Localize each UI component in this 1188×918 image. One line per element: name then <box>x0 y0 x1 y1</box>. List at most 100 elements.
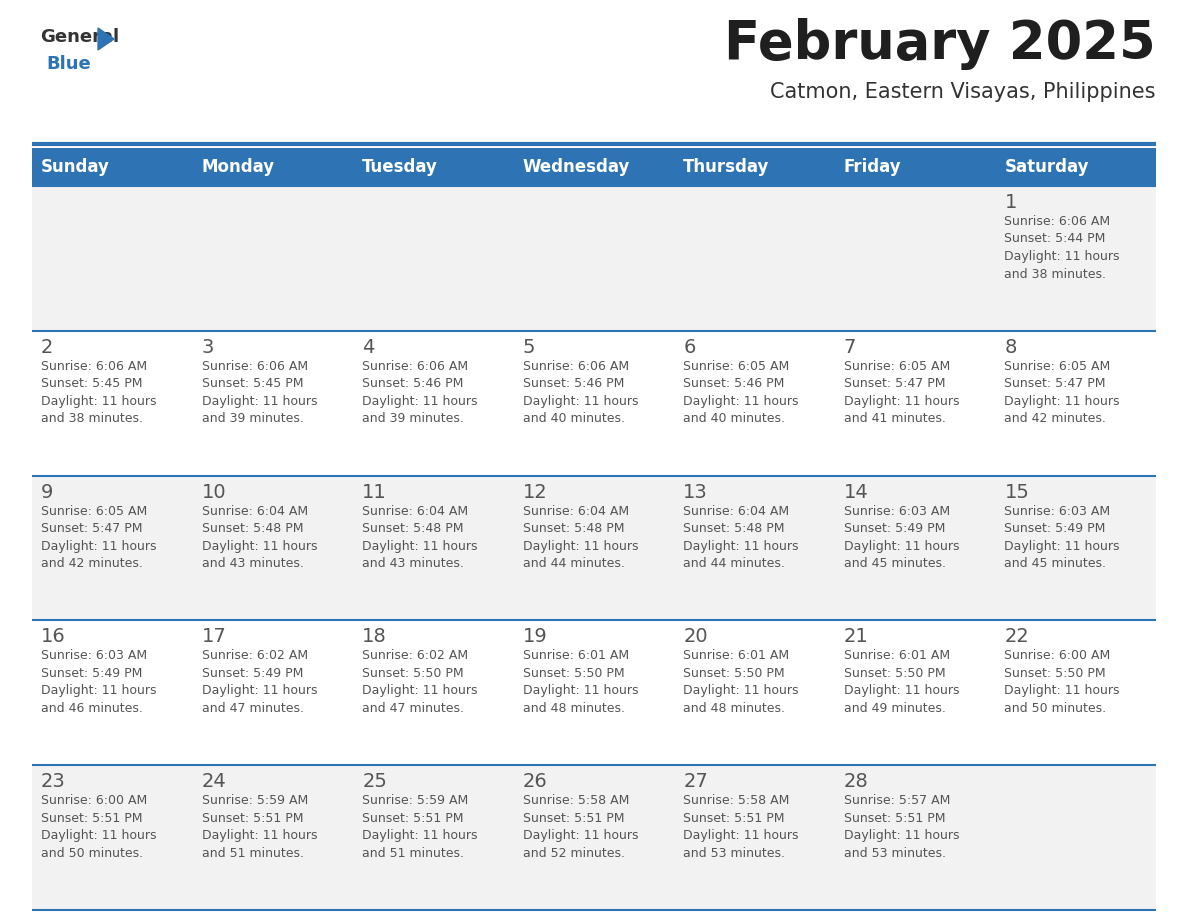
Text: and 48 minutes.: and 48 minutes. <box>523 702 625 715</box>
Text: Sunrise: 5:59 AM: Sunrise: 5:59 AM <box>202 794 308 807</box>
Text: and 53 minutes.: and 53 minutes. <box>843 846 946 859</box>
Text: Sunset: 5:49 PM: Sunset: 5:49 PM <box>202 666 303 680</box>
Text: Sunset: 5:44 PM: Sunset: 5:44 PM <box>1004 232 1106 245</box>
Text: Sunset: 5:47 PM: Sunset: 5:47 PM <box>843 377 946 390</box>
Text: Sunset: 5:45 PM: Sunset: 5:45 PM <box>42 377 143 390</box>
Text: Daylight: 11 hours: Daylight: 11 hours <box>202 685 317 698</box>
Text: Sunset: 5:50 PM: Sunset: 5:50 PM <box>362 666 463 680</box>
Text: 23: 23 <box>42 772 65 791</box>
Text: and 38 minutes.: and 38 minutes. <box>1004 267 1106 281</box>
Text: and 45 minutes.: and 45 minutes. <box>1004 557 1106 570</box>
Text: Sunrise: 6:06 AM: Sunrise: 6:06 AM <box>362 360 468 373</box>
Text: and 45 minutes.: and 45 minutes. <box>843 557 946 570</box>
Text: Sunrise: 6:06 AM: Sunrise: 6:06 AM <box>1004 215 1111 228</box>
Bar <box>32 186 1156 330</box>
Text: 19: 19 <box>523 627 548 646</box>
Text: and 49 minutes.: and 49 minutes. <box>843 702 946 715</box>
Text: Sunset: 5:50 PM: Sunset: 5:50 PM <box>523 666 625 680</box>
Text: Sunset: 5:51 PM: Sunset: 5:51 PM <box>683 812 785 824</box>
Text: Sunset: 5:48 PM: Sunset: 5:48 PM <box>362 522 463 535</box>
Text: 20: 20 <box>683 627 708 646</box>
Text: and 40 minutes.: and 40 minutes. <box>523 412 625 425</box>
Text: 26: 26 <box>523 772 548 791</box>
Text: Daylight: 11 hours: Daylight: 11 hours <box>42 540 157 553</box>
Text: Sunrise: 6:01 AM: Sunrise: 6:01 AM <box>843 649 950 663</box>
Text: Sunset: 5:51 PM: Sunset: 5:51 PM <box>362 812 463 824</box>
Text: 9: 9 <box>42 483 53 501</box>
Text: Sunset: 5:45 PM: Sunset: 5:45 PM <box>202 377 303 390</box>
Text: 25: 25 <box>362 772 387 791</box>
Text: Sunset: 5:50 PM: Sunset: 5:50 PM <box>1004 666 1106 680</box>
Text: Daylight: 11 hours: Daylight: 11 hours <box>42 395 157 408</box>
Text: 21: 21 <box>843 627 868 646</box>
Text: and 42 minutes.: and 42 minutes. <box>42 557 143 570</box>
Text: Sunrise: 6:04 AM: Sunrise: 6:04 AM <box>202 505 308 518</box>
Text: Daylight: 11 hours: Daylight: 11 hours <box>1004 395 1120 408</box>
Text: 22: 22 <box>1004 627 1029 646</box>
Text: Sunrise: 5:59 AM: Sunrise: 5:59 AM <box>362 794 468 807</box>
Text: Sunrise: 6:06 AM: Sunrise: 6:06 AM <box>202 360 308 373</box>
Text: and 53 minutes.: and 53 minutes. <box>683 846 785 859</box>
Text: and 43 minutes.: and 43 minutes. <box>362 557 465 570</box>
Text: Sunset: 5:49 PM: Sunset: 5:49 PM <box>843 522 946 535</box>
Text: 12: 12 <box>523 483 548 501</box>
Text: Daylight: 11 hours: Daylight: 11 hours <box>843 685 960 698</box>
Text: 27: 27 <box>683 772 708 791</box>
Text: Sunrise: 6:06 AM: Sunrise: 6:06 AM <box>42 360 147 373</box>
Text: Wednesday: Wednesday <box>523 158 630 176</box>
Text: and 42 minutes.: and 42 minutes. <box>1004 412 1106 425</box>
Text: Daylight: 11 hours: Daylight: 11 hours <box>362 540 478 553</box>
Text: 18: 18 <box>362 627 387 646</box>
Text: Catmon, Eastern Visayas, Philippines: Catmon, Eastern Visayas, Philippines <box>771 82 1156 102</box>
Text: 11: 11 <box>362 483 387 501</box>
Text: and 47 minutes.: and 47 minutes. <box>362 702 465 715</box>
Text: Sunday: Sunday <box>42 158 109 176</box>
Text: and 47 minutes.: and 47 minutes. <box>202 702 304 715</box>
Text: Sunset: 5:51 PM: Sunset: 5:51 PM <box>843 812 946 824</box>
Text: Sunrise: 6:01 AM: Sunrise: 6:01 AM <box>683 649 789 663</box>
Text: Daylight: 11 hours: Daylight: 11 hours <box>843 829 960 842</box>
Text: Sunset: 5:51 PM: Sunset: 5:51 PM <box>523 812 624 824</box>
Text: 24: 24 <box>202 772 227 791</box>
Text: Sunrise: 5:58 AM: Sunrise: 5:58 AM <box>523 794 630 807</box>
Text: and 40 minutes.: and 40 minutes. <box>683 412 785 425</box>
Text: Sunset: 5:51 PM: Sunset: 5:51 PM <box>202 812 303 824</box>
Text: Sunrise: 6:03 AM: Sunrise: 6:03 AM <box>1004 505 1111 518</box>
Bar <box>32 766 1156 910</box>
Text: and 52 minutes.: and 52 minutes. <box>523 846 625 859</box>
Text: Sunrise: 6:05 AM: Sunrise: 6:05 AM <box>42 505 147 518</box>
Text: Daylight: 11 hours: Daylight: 11 hours <box>362 829 478 842</box>
Text: Sunset: 5:50 PM: Sunset: 5:50 PM <box>843 666 946 680</box>
Text: Monday: Monday <box>202 158 274 176</box>
Text: and 51 minutes.: and 51 minutes. <box>362 846 465 859</box>
Text: Daylight: 11 hours: Daylight: 11 hours <box>42 685 157 698</box>
Text: Sunset: 5:48 PM: Sunset: 5:48 PM <box>202 522 303 535</box>
Text: Daylight: 11 hours: Daylight: 11 hours <box>683 395 798 408</box>
Text: Sunrise: 6:04 AM: Sunrise: 6:04 AM <box>523 505 628 518</box>
Text: Sunrise: 6:03 AM: Sunrise: 6:03 AM <box>42 649 147 663</box>
Text: Daylight: 11 hours: Daylight: 11 hours <box>1004 250 1120 263</box>
Text: 28: 28 <box>843 772 868 791</box>
Text: Saturday: Saturday <box>1004 158 1089 176</box>
Text: Sunset: 5:47 PM: Sunset: 5:47 PM <box>1004 377 1106 390</box>
Text: Daylight: 11 hours: Daylight: 11 hours <box>683 829 798 842</box>
Text: Daylight: 11 hours: Daylight: 11 hours <box>683 685 798 698</box>
Bar <box>32 148 1156 186</box>
Text: Sunset: 5:50 PM: Sunset: 5:50 PM <box>683 666 785 680</box>
Text: Daylight: 11 hours: Daylight: 11 hours <box>202 540 317 553</box>
Text: 2: 2 <box>42 338 53 357</box>
Text: Sunrise: 6:02 AM: Sunrise: 6:02 AM <box>202 649 308 663</box>
Text: 4: 4 <box>362 338 374 357</box>
Text: Sunset: 5:48 PM: Sunset: 5:48 PM <box>683 522 785 535</box>
Text: Sunset: 5:49 PM: Sunset: 5:49 PM <box>1004 522 1106 535</box>
Text: 14: 14 <box>843 483 868 501</box>
Text: Sunrise: 6:04 AM: Sunrise: 6:04 AM <box>362 505 468 518</box>
Text: Daylight: 11 hours: Daylight: 11 hours <box>523 395 638 408</box>
Text: February 2025: February 2025 <box>725 18 1156 70</box>
Text: 6: 6 <box>683 338 696 357</box>
Text: Sunset: 5:46 PM: Sunset: 5:46 PM <box>683 377 784 390</box>
Text: Daylight: 11 hours: Daylight: 11 hours <box>683 540 798 553</box>
Text: Thursday: Thursday <box>683 158 770 176</box>
Text: 13: 13 <box>683 483 708 501</box>
Text: Sunrise: 6:05 AM: Sunrise: 6:05 AM <box>1004 360 1111 373</box>
